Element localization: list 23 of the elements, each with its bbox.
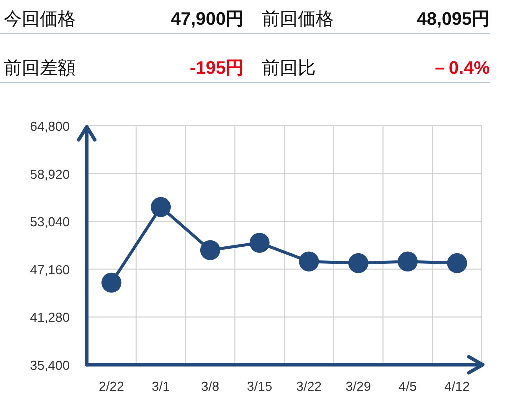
point <box>151 197 172 218</box>
point <box>398 252 418 272</box>
point <box>102 272 122 293</box>
y-tick-label: 41,280 <box>30 310 70 326</box>
x-tick-label: 3/22 <box>296 379 322 394</box>
point <box>250 233 270 254</box>
x-tick-label: 4/12 <box>444 379 470 394</box>
y-tick-label: 64,800 <box>30 119 70 134</box>
point <box>348 253 369 274</box>
point <box>200 240 220 260</box>
y-tick-label: 47,160 <box>30 262 70 278</box>
point <box>447 253 468 274</box>
x-tick-label: 2/22 <box>99 379 124 394</box>
point <box>299 252 320 272</box>
x-tick-label: 3/15 <box>247 379 272 394</box>
y-tick-label: 58,920 <box>30 166 70 182</box>
x-tick-label: 3/1 <box>152 379 170 394</box>
x-tick-label: 3/8 <box>201 379 220 394</box>
y-tick-label: 35,400 <box>30 358 70 373</box>
price-table: 今回価格 47,900円 前回価格 48,095円 前回差額 -195円 前回比 －0.4% <box>0 9 490 84</box>
y-tick-label: 53,040 <box>30 214 70 230</box>
x-tick-label: 3/29 <box>346 379 372 394</box>
x-tick-label: 4/5 <box>398 379 417 394</box>
